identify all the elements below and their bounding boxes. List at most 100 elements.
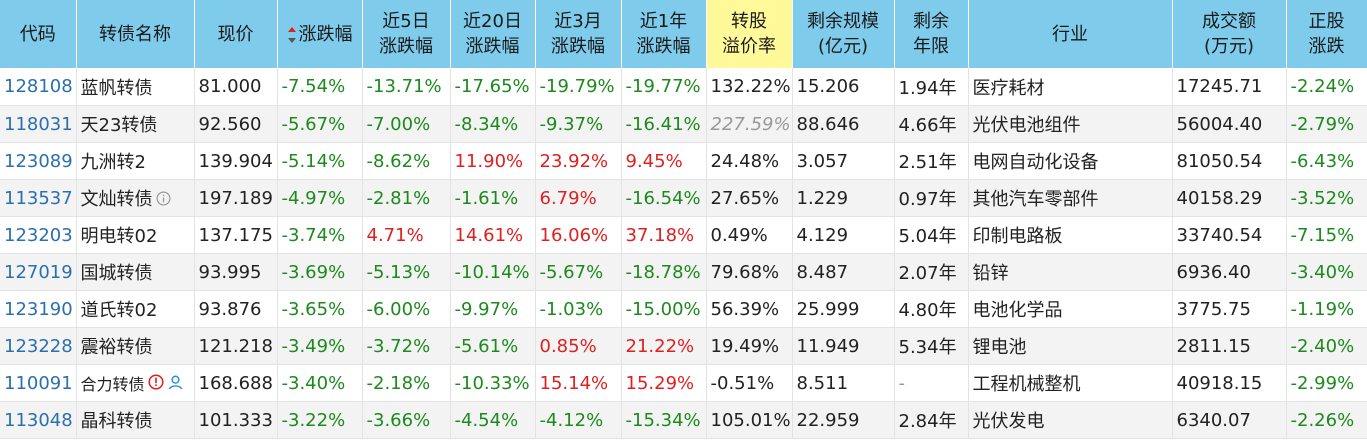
bond-code-link: 123190	[4, 298, 73, 320]
cell-value: 15.14%	[539, 372, 609, 394]
cell-value: 25.999	[796, 298, 860, 320]
cell-y1: -18.78%	[621, 253, 707, 291]
cell-code[interactable]: 127019	[0, 253, 77, 291]
cell-code[interactable]: 123203	[0, 216, 77, 254]
col-change[interactable]: 涨跌幅	[277, 0, 363, 68]
cell-value: -19.77%	[625, 76, 701, 97]
cell-value: 4.66年	[898, 115, 957, 136]
cell-price: 137.175	[194, 216, 278, 254]
cell-price: 101.333	[194, 401, 278, 439]
cell-value: -7.15%	[1290, 224, 1355, 246]
cell-value: 168.688	[198, 372, 273, 394]
cell-years: 1.94年	[894, 68, 969, 106]
cell-name[interactable]: 文灿转债	[76, 179, 195, 217]
cell-value: 0.49%	[710, 224, 768, 246]
cell-value: -3.66%	[366, 409, 431, 431]
cell-value: 3775.75	[1176, 298, 1251, 320]
cell-code[interactable]: 123190	[0, 290, 77, 328]
cell-name[interactable]: 道氏转02	[76, 290, 195, 328]
col-scale[interactable]: 剩余规模 (亿元)	[792, 0, 895, 68]
cell-value: -	[898, 372, 906, 394]
bond-name: 蓝帆转债	[80, 77, 153, 99]
table-row[interactable]: 113048 晶科转债 101.333 -3.22% -3.66% -4.54% -4.12…	[0, 401, 1367, 439]
cell-value: -15.00%	[625, 298, 701, 320]
cell-value: 0.97年	[898, 189, 957, 210]
cell-value: 铅锌	[972, 263, 1009, 284]
bond-name: 文灿转债	[80, 189, 153, 210]
cell-scale: 4.129	[792, 216, 895, 254]
cell-name[interactable]: 晶科转债	[76, 401, 195, 439]
col-industry[interactable]: 行业	[968, 0, 1173, 68]
cell-value: 93.995	[198, 261, 262, 283]
table-row[interactable]: 127019 国城转债 93.995 -3.69% -5.13% -10.14% -5.67…	[0, 253, 1367, 291]
cell-value: -3.69%	[281, 261, 346, 283]
cell-value: -2.99%	[1290, 372, 1355, 394]
cell-name[interactable]: 九洲转2	[76, 142, 195, 180]
cell-value: -3.72%	[366, 335, 431, 357]
table-row[interactable]: 123203 明电转02 137.175 -3.74% 4.71% 14.61% 16.06…	[0, 216, 1367, 254]
cell-years: 4.66年	[894, 105, 969, 143]
cell-chg: -3.49%	[277, 327, 363, 365]
cell-name[interactable]: 合力转债	[76, 364, 195, 402]
col-name[interactable]: 转债名称	[76, 0, 195, 68]
cell-code[interactable]: 123228	[0, 327, 77, 365]
cell-value: -3.40%	[281, 372, 346, 394]
cell-code[interactable]: 113537	[0, 179, 77, 217]
cell-value: -17.65%	[454, 76, 530, 97]
cell-code[interactable]: 118031	[0, 105, 77, 143]
col-turnover[interactable]: 成交额 (万元)	[1172, 0, 1287, 68]
table-row[interactable]: 118031 天23转债 92.560 -5.67% -7.00% -8.34% -9.37…	[0, 105, 1367, 143]
table-row[interactable]: 113537 文灿转债 197.189 -4.97% -2.81% -1.61% 6.79%…	[0, 179, 1367, 217]
cell-y1: 37.18%	[621, 216, 707, 254]
col-stock-change[interactable]: 正股 涨跌	[1286, 0, 1367, 68]
table-row[interactable]: 110091 合力转债 168.688 -3.40% -2.18% -10.33% 15.1…	[0, 364, 1367, 402]
cell-d5: -2.18%	[362, 364, 451, 402]
cell-value: 22.959	[796, 409, 860, 431]
cell-years: 5.34年	[894, 327, 969, 365]
cell-premium: 227.59%	[706, 105, 793, 143]
cell-turnover: 56004.40	[1172, 105, 1287, 143]
table-row[interactable]: 123190 道氏转02 93.876 -3.65% -6.00% -9.97% -1.03…	[0, 290, 1367, 328]
info-icon[interactable]	[156, 190, 171, 211]
cell-stock-chg: -2.99%	[1286, 364, 1367, 402]
col-code[interactable]: 代码	[0, 0, 77, 68]
cell-code[interactable]: 128108	[0, 68, 77, 106]
cell-stock-chg: -3.52%	[1286, 179, 1367, 217]
cell-code[interactable]: 123089	[0, 142, 77, 180]
cell-years: 5.04年	[894, 216, 969, 254]
cell-industry: 其他汽车零部件	[968, 179, 1173, 217]
col-1year[interactable]: 近1年 涨跌幅	[621, 0, 707, 68]
cell-name[interactable]: 天23转债	[76, 105, 195, 143]
cell-code[interactable]: 113048	[0, 401, 77, 439]
cell-value: 101.333	[198, 409, 273, 431]
cell-value: -2.81%	[366, 187, 431, 209]
col-years[interactable]: 剩余 年限	[894, 0, 969, 68]
cell-value: -6.43%	[1290, 150, 1355, 172]
cell-name[interactable]: 蓝帆转债	[76, 68, 195, 106]
cell-value: -3.52%	[1290, 187, 1355, 209]
col-3month[interactable]: 近3月 涨跌幅	[535, 0, 622, 68]
cell-value: -5.13%	[366, 261, 431, 283]
col-premium[interactable]: 转股 溢价率	[706, 0, 793, 68]
cell-name[interactable]: 震裕转债	[76, 327, 195, 365]
cell-name[interactable]: 国城转债	[76, 253, 195, 291]
cell-value: -3.74%	[281, 224, 346, 246]
col-5day[interactable]: 近5日 涨跌幅	[362, 0, 451, 68]
bond-code-link: 128108	[4, 76, 73, 97]
warning-icon[interactable]	[147, 374, 164, 395]
cell-value: -5.14%	[281, 150, 346, 172]
cell-price: 93.995	[194, 253, 278, 291]
cell-industry: 光伏发电	[968, 401, 1173, 439]
cell-code[interactable]: 110091	[0, 364, 77, 402]
user-icon[interactable]	[167, 374, 184, 396]
table-row[interactable]: 123228 震裕转债 121.218 -3.49% -3.72% -5.61% 0.85%…	[0, 327, 1367, 365]
table-row[interactable]: 123089 九洲转2 139.904 -5.14% -8.62% 11.90% 23.92…	[0, 142, 1367, 180]
col-price[interactable]: 现价	[194, 0, 278, 68]
cell-premium: 27.65%	[706, 179, 793, 217]
sort-desc-icon[interactable]	[287, 24, 297, 46]
cell-name[interactable]: 明电转02	[76, 216, 195, 254]
bond-name: 明电转02	[80, 226, 158, 247]
table-row[interactable]: 128108 蓝帆转债 81.000 -7.54% -13.71% -17.65% -19.…	[0, 68, 1367, 106]
cell-value: 0.85%	[539, 335, 597, 357]
col-20day[interactable]: 近20日 涨跌幅	[450, 0, 536, 68]
